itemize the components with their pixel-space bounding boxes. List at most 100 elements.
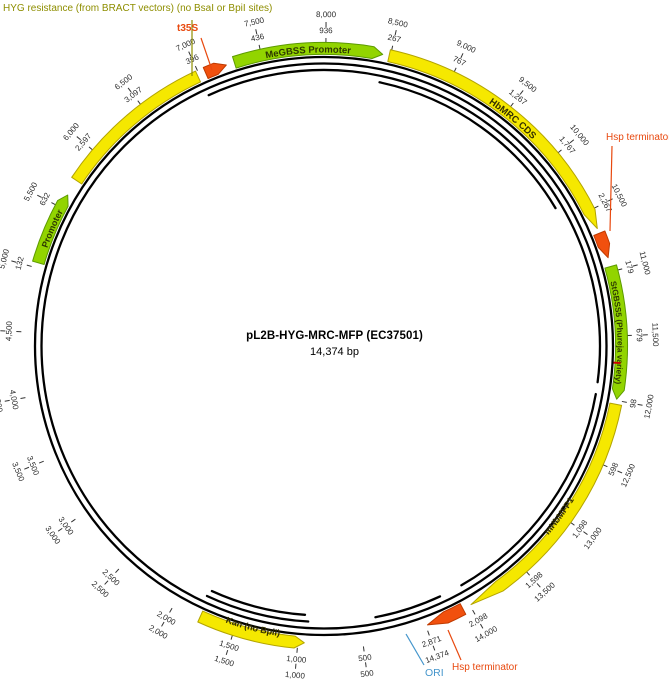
feature-label-ori[interactable]: ORI — [425, 667, 444, 679]
tick-mark — [24, 466, 30, 470]
tick-label-outer: 11,000 — [638, 250, 653, 276]
tick-label-outer: 5,500 — [22, 180, 40, 202]
tick-label-outer: 8,000 — [316, 10, 337, 19]
tick-mark — [621, 400, 627, 403]
tick-label-inner: 3,000 — [56, 515, 75, 537]
tick-mark — [104, 580, 109, 585]
fragment-arc — [378, 81, 557, 210]
tick-mark — [394, 30, 397, 36]
backbone-circle — [40, 62, 608, 630]
tick-label-inner: 179 — [623, 259, 635, 275]
feature-label-hsp-terminator-bottom[interactable]: Hsp terminator — [452, 662, 518, 673]
plasmid-title-block: pL2B-HYG-MRC-MFP (EC37501) 14,374 bp — [0, 330, 669, 358]
hsp2-pointer-line — [447, 629, 462, 661]
tick-label-outer: 1,000 — [285, 670, 306, 681]
tick-label-outer: 8,500 — [387, 16, 409, 29]
tick-label-inner: 2,597 — [73, 131, 93, 153]
feature-stgbss5[interactable] — [604, 264, 628, 400]
tick-mark — [38, 460, 44, 464]
tick-mark — [632, 264, 638, 267]
tick-label-inner: 98 — [628, 398, 639, 409]
tick-mark — [583, 531, 588, 535]
tick-label-outer: 3,000 — [43, 524, 62, 546]
tick-label-outer: 5,000 — [0, 248, 11, 270]
feature-hbmrc-cds[interactable] — [387, 49, 598, 229]
tick-label-inner: 1,767 — [557, 135, 577, 157]
t35s-pointer-line — [200, 37, 213, 71]
tick-label-outer: 500 — [360, 668, 375, 679]
backbone-circle — [33, 55, 615, 637]
tick-label-inner: 500 — [358, 653, 373, 664]
tick-mark — [127, 87, 132, 93]
tick-label-inner: 767 — [451, 54, 467, 68]
tick-label-inner: 1,267 — [507, 88, 529, 108]
tick-label-outer: 9,000 — [455, 38, 477, 55]
fragment-arc — [207, 68, 602, 384]
tick-label-outer: 7,000 — [175, 36, 197, 53]
tick-label-inner: 632 — [38, 191, 52, 207]
feature-mhbmfp1[interactable] — [470, 402, 623, 606]
tick-mark — [11, 260, 17, 263]
tick-mark — [161, 621, 165, 627]
tick-label-outer: 2,000 — [147, 623, 169, 641]
tick-label-inner: 1,500 — [218, 639, 240, 654]
tick-label-outer: 2,500 — [90, 579, 111, 600]
hsp1-pointer-line — [609, 145, 613, 232]
tick-label-outer: 7,500 — [243, 15, 265, 28]
feature-promoter-left[interactable] — [32, 194, 69, 265]
tick-mark — [637, 403, 643, 406]
tick-label-outer: 11,500 — [650, 323, 660, 348]
tick-mark — [617, 470, 623, 474]
tick-label-inner: 1,000 — [286, 654, 307, 665]
ori-pointer-line — [405, 633, 425, 666]
tick-label-outer: 1,500 — [213, 654, 235, 669]
feature-label-t35s[interactable]: t35S — [177, 23, 199, 34]
tick-mark — [480, 623, 484, 629]
tick-mark — [432, 645, 436, 651]
tick-mark — [569, 139, 575, 144]
tick-label-inner: 2,500 — [101, 567, 122, 588]
tick-mark — [57, 527, 63, 532]
tick-label-inner: 3,097 — [123, 85, 145, 105]
tick-mark — [20, 397, 26, 400]
tick-label-inner: 936 — [319, 26, 333, 35]
feature-kan[interactable] — [197, 610, 305, 649]
fragment-arc — [460, 392, 597, 587]
feature-t35s[interactable] — [202, 62, 227, 79]
tick-label-outer: 9,500 — [517, 75, 539, 95]
feature-label-hsp-terminator-right[interactable]: Hsp terminator — [606, 132, 669, 143]
tick-mark — [225, 649, 229, 656]
tick-mark — [460, 53, 464, 59]
tick-mark — [427, 630, 430, 636]
tick-mark — [37, 194, 42, 198]
tick-mark — [365, 662, 367, 668]
tick-mark — [255, 29, 258, 35]
tick-label-outer: 4,000 — [0, 392, 4, 414]
tick-label-outer: 14,000 — [473, 624, 499, 644]
feature-hsp-terminator-1[interactable] — [593, 230, 611, 259]
tick-label-inner: 132 — [14, 255, 26, 271]
tick-label-inner: 679 — [634, 328, 643, 342]
tick-mark — [115, 568, 120, 574]
tick-mark — [169, 607, 173, 613]
tick-label-outer: 6,000 — [61, 121, 81, 143]
plasmid-name: pL2B-HYG-MRC-MFP (EC37501) — [246, 330, 423, 342]
tick-label-outer: 3,500 — [10, 461, 26, 483]
fragment-arc — [210, 589, 307, 616]
fragment-arc — [374, 595, 442, 619]
tick-label-inner: 267 — [387, 33, 403, 45]
feature-hyg-resistance[interactable] — [71, 70, 201, 185]
tick-label-inner: 436 — [250, 32, 265, 44]
tick-label-outer: 12,000 — [642, 393, 655, 419]
tick-label-inner: 598 — [607, 461, 621, 477]
tick-label-outer: 12,500 — [619, 462, 637, 489]
feature-label-hyg-resistance[interactable]: HYG resistance (from BRACT vectors) (no … — [3, 3, 273, 14]
tick-mark — [472, 609, 476, 615]
tick-label-outer: 10,500 — [610, 182, 629, 208]
fragment-arc — [205, 594, 310, 623]
feature-megbss-promoter[interactable] — [232, 42, 384, 69]
feature-hsp-terminator-2[interactable] — [427, 603, 467, 626]
tick-mark — [76, 136, 81, 141]
